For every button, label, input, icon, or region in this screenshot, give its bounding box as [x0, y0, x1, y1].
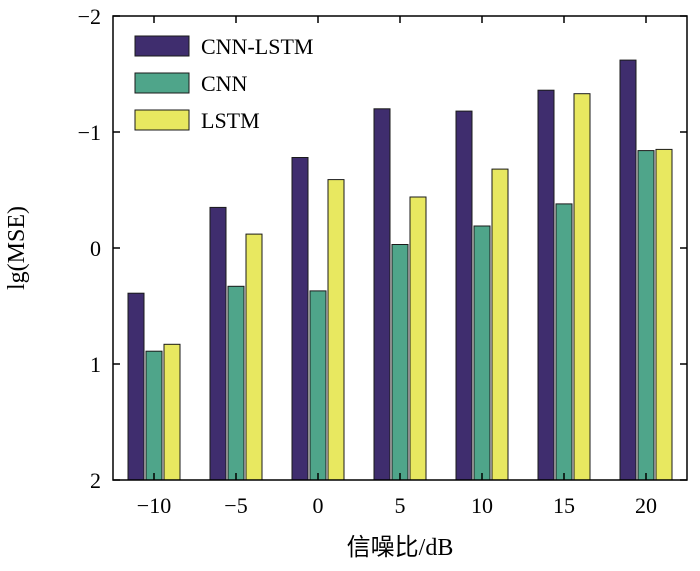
x-tick-label-2: 0 [313, 493, 324, 518]
legend-label-lstm: LSTM [201, 108, 260, 133]
bar-cnn-1 [227, 285, 245, 481]
bar-cnn-lstm-0 [127, 292, 145, 481]
x-axis-label: 信噪比/dB [347, 534, 454, 561]
bar-cnn-lstm-1 [209, 206, 227, 481]
y-tick-label-4: 2 [90, 468, 101, 493]
bar-cnn-0 [145, 350, 163, 481]
x-tick-label-1: −5 [224, 493, 247, 518]
bar-cnn-2 [309, 290, 327, 481]
legend-label-cnn-lstm: CNN-LSTM [201, 34, 313, 59]
bar-cnn-5 [555, 203, 573, 481]
bar-cnn-lstm-2 [291, 157, 309, 481]
y-axis-label: lg(MSE) [4, 206, 30, 290]
bar-cnn-lstm-3 [373, 108, 391, 481]
x-tick-label-3: 5 [395, 493, 406, 518]
x-tick-label-6: 20 [635, 493, 657, 518]
bar-cnn-4 [473, 225, 491, 481]
x-tick-label-5: 15 [553, 493, 575, 518]
bar-lstm-4 [491, 168, 509, 481]
bar-lstm-2 [327, 179, 345, 481]
bar-cnn-6 [637, 150, 655, 481]
x-tick-label-0: −10 [137, 493, 171, 518]
legend-label-cnn: CNN [201, 71, 248, 96]
y-tick-label-0: −2 [78, 4, 101, 29]
y-tick-label-3: 1 [90, 352, 101, 377]
bar-lstm-3 [409, 196, 427, 481]
bar-lstm-1 [245, 233, 263, 481]
bar-lstm-6 [655, 148, 673, 481]
y-tick-label-2: 0 [90, 236, 101, 261]
legend-swatch-lstm [134, 109, 190, 131]
bar-cnn-lstm-5 [537, 89, 555, 481]
bar-lstm-5 [573, 93, 591, 481]
bar-lstm-0 [163, 343, 181, 481]
bar-cnn-lstm-4 [455, 110, 473, 481]
legend-swatch-cnn-lstm [134, 35, 190, 57]
legend-swatch-cnn [134, 72, 190, 94]
x-tick-label-4: 10 [471, 493, 493, 518]
bar-cnn-3 [391, 244, 409, 481]
y-tick-label-1: −1 [78, 120, 101, 145]
bar-cnn-lstm-6 [619, 59, 637, 481]
